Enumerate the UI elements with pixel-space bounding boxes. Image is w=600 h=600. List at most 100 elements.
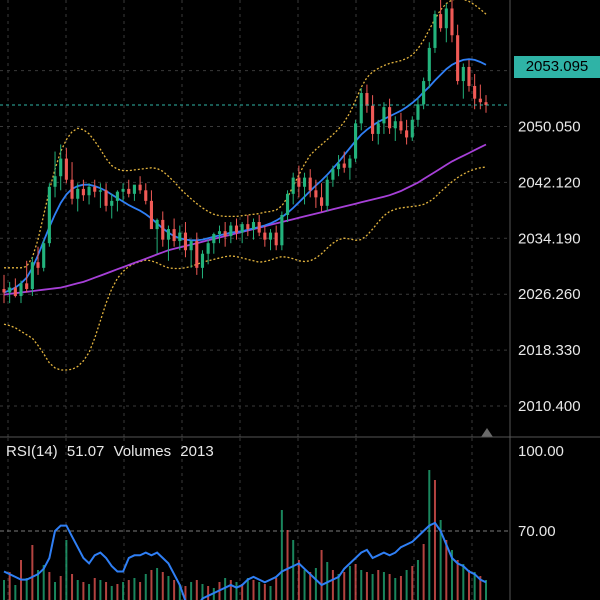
candle-body (161, 219, 165, 240)
volume-bar (314, 568, 317, 600)
candle-body (467, 66, 471, 86)
candle-body (359, 93, 363, 124)
fast-moving-average (3, 58, 487, 294)
volume-bar (229, 580, 232, 600)
candle-body (257, 222, 261, 233)
volume-bar (269, 586, 272, 600)
scroll-marker-icon[interactable] (481, 428, 493, 437)
rsi-polyline (3, 521, 487, 600)
volume-bar (439, 520, 442, 600)
volume-bar (65, 540, 68, 600)
candle-body (314, 190, 318, 198)
volume-bar (445, 540, 448, 600)
candle-body (81, 188, 85, 196)
volume-bar (377, 570, 380, 600)
volume-bar (3, 580, 5, 600)
candle-body (19, 283, 23, 297)
candle-body (376, 123, 380, 134)
rsi-indicator-title: RSI(14) 51.07 Volumes 2013 (6, 443, 214, 460)
volume-bar (82, 582, 85, 600)
candle-body (132, 184, 136, 194)
candle-body (450, 8, 454, 36)
candle-body (115, 191, 119, 201)
bollinger-bands (3, 0, 487, 371)
volume-bar (337, 574, 340, 600)
candle-body (149, 200, 153, 230)
candle-body (416, 104, 420, 120)
volume-bar (275, 578, 278, 600)
volume-bar (76, 580, 79, 600)
candle-body (444, 8, 448, 29)
bollinger-lower-line (3, 166, 487, 371)
volume-bar (99, 580, 102, 600)
rsi-tick-label: 70.00 (518, 523, 556, 540)
volume-bar (473, 572, 476, 600)
candle-body (473, 85, 477, 99)
candle-body (280, 214, 284, 246)
candle-body (319, 197, 324, 206)
candle-body (217, 231, 222, 235)
volume-bar (59, 576, 62, 600)
volume-bar (156, 568, 159, 600)
candle-body (461, 66, 465, 82)
volume-bar (195, 580, 198, 600)
volume-bar (88, 584, 91, 600)
candle-body (399, 121, 403, 131)
volume-bar (184, 586, 187, 600)
price-axis[interactable]: 2057.9802050.0502042.1202034.1902026.260… (518, 63, 581, 415)
candle-body (144, 190, 148, 201)
candlesticks (2, 0, 488, 304)
candle-body (263, 232, 267, 240)
volume-bar (241, 584, 244, 600)
volume-bar (37, 570, 40, 600)
volume-bar (167, 576, 170, 600)
volume-bar (235, 582, 238, 600)
candle-body (70, 179, 74, 199)
candle-body (25, 283, 29, 289)
candle-body (371, 105, 375, 134)
volume-bar (462, 564, 465, 600)
candle-body (325, 179, 329, 206)
candle-body (478, 98, 482, 103)
candle-body (127, 188, 131, 194)
volume-bar (161, 572, 164, 600)
volume-bar (54, 582, 57, 600)
volume-bar (292, 540, 295, 600)
volume-bar (303, 570, 306, 600)
candle-body (456, 35, 460, 82)
candle-body (285, 193, 290, 215)
candle-body (422, 81, 426, 105)
volume-bar (207, 586, 210, 600)
volume-bar (14, 585, 17, 600)
candle-body (405, 130, 409, 138)
volume-bar (252, 580, 255, 600)
candle-body (382, 107, 386, 124)
volume-bar (173, 580, 176, 600)
volume-bar (320, 550, 323, 600)
volume-bar (224, 578, 227, 600)
candle-body (268, 232, 273, 240)
candle-body (2, 288, 6, 293)
candle-body (212, 234, 216, 244)
rsi-tick-label: 100.00 (518, 443, 564, 460)
candle-body (291, 177, 295, 194)
price-tick-label: 2010.400 (518, 398, 581, 415)
rsi-axis[interactable]: 100.00 70.00 (518, 443, 564, 540)
volume-bar (416, 560, 419, 600)
candle-body (172, 229, 176, 242)
volume-bar (105, 582, 108, 600)
candle-body (53, 176, 57, 187)
candle-body (308, 177, 312, 191)
volume-bar (122, 582, 125, 600)
candle-body (342, 163, 346, 168)
candle-body (178, 232, 182, 242)
volume-bar (110, 586, 113, 600)
candle-body (87, 186, 91, 196)
bollinger-upper-line (4, 0, 487, 269)
volume-bar (343, 572, 346, 600)
candle-body (59, 158, 63, 177)
volume-bar (116, 584, 119, 600)
volume-bar (422, 544, 425, 600)
volume-bar (326, 562, 329, 600)
